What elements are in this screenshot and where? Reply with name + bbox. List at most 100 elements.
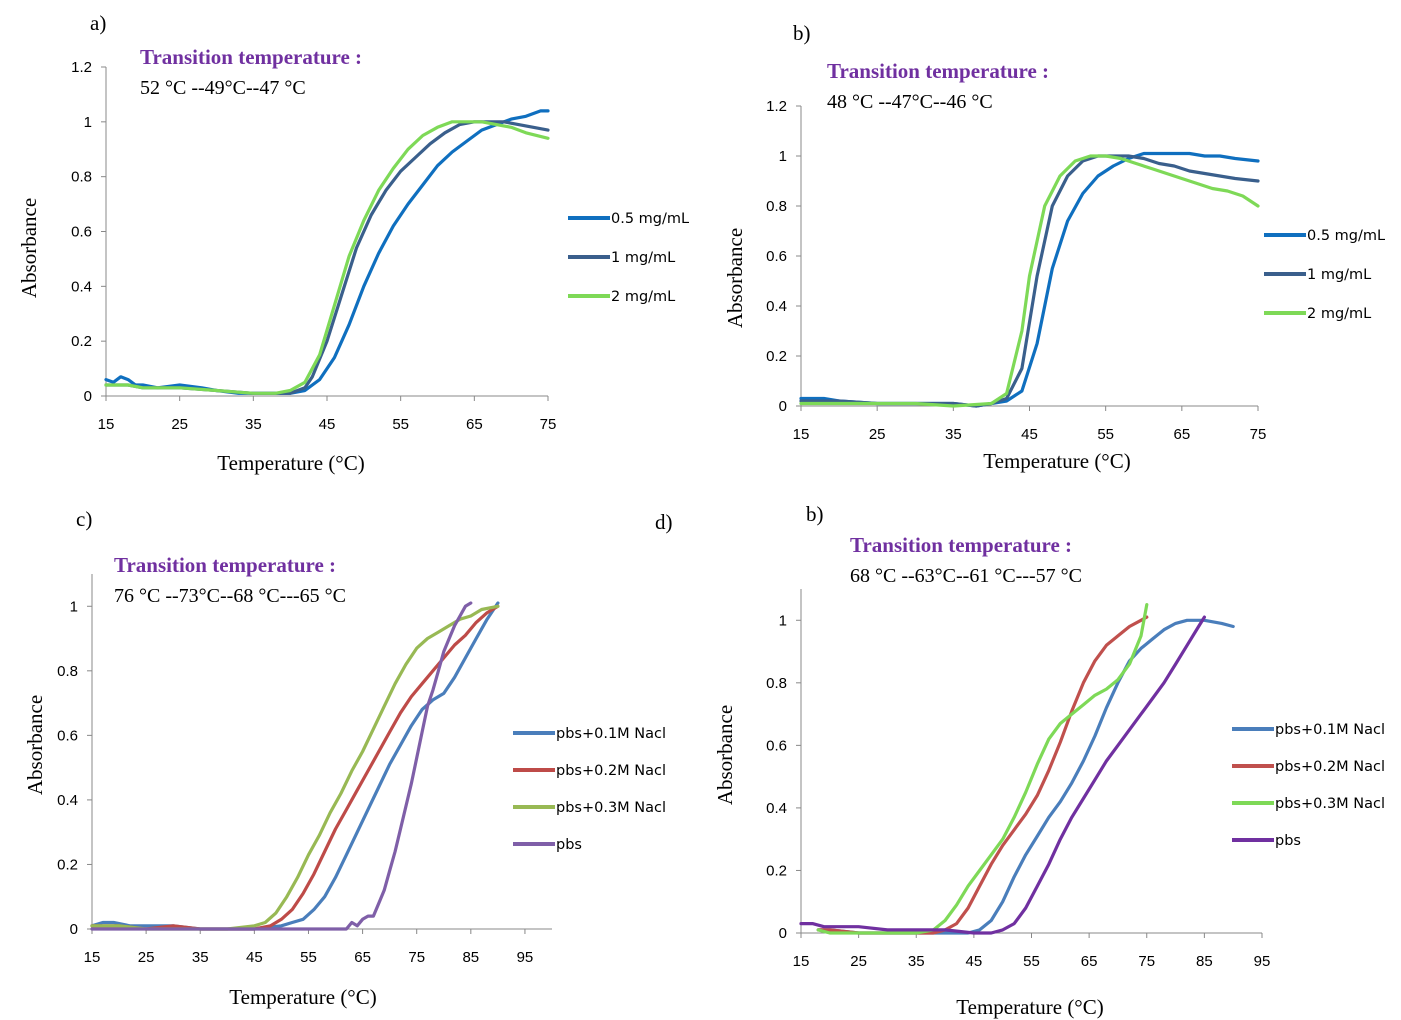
series-line	[799, 154, 1260, 408]
y-axis-title: Absorbance	[23, 695, 47, 795]
x-tick-label: 55	[300, 949, 317, 966]
y-axis-title: Absorbance	[17, 198, 41, 298]
legend-entry: 2 mg/mL	[1307, 306, 1371, 322]
x-tick-label: 35	[908, 953, 925, 970]
x-tick-label: 45	[1021, 426, 1038, 443]
chart-subtitle: 48 °C --47°C--46 °C	[827, 91, 993, 113]
y-tick-label: 0.2	[766, 862, 787, 879]
x-tick-label: 75	[408, 949, 425, 966]
series-line	[799, 154, 1260, 408]
series-line	[104, 120, 550, 395]
y-axis-title: Absorbance	[713, 705, 737, 805]
chart-subtitle: 68 °C --63°C--61 °C---57 °C	[850, 565, 1082, 587]
y-tick-label: 0.2	[57, 856, 78, 873]
y-tick-label: 0.8	[71, 169, 92, 186]
series-line	[816, 603, 1149, 935]
chart-title: Transition temperature :	[140, 45, 362, 69]
x-tick-label: 75	[1138, 953, 1155, 970]
legend-entry: pbs+0.1M Nacl	[1275, 722, 1385, 738]
x-tick-label: 35	[245, 416, 262, 433]
y-tick-label: 0.4	[57, 792, 78, 809]
series-line	[90, 604, 500, 931]
x-tick-label: 25	[869, 426, 886, 443]
x-tick-label: 65	[466, 416, 483, 433]
y-tick-label: 0.8	[766, 198, 787, 215]
x-tick-label: 75	[540, 416, 557, 433]
x-tick-label: 35	[192, 949, 209, 966]
legend-entry: 1 mg/mL	[1307, 267, 1371, 283]
y-axis-title: Absorbance	[723, 228, 747, 328]
x-tick-label: 85	[1196, 953, 1213, 970]
x-tick-label: 15	[84, 949, 101, 966]
legend-entry: pbs	[556, 837, 582, 853]
y-tick-label: 0.8	[766, 675, 787, 692]
y-tick-label: 1	[84, 114, 92, 131]
x-tick-label: 65	[1173, 426, 1190, 443]
x-tick-label: 35	[945, 426, 962, 443]
y-tick-label: 0.6	[766, 737, 787, 754]
x-tick-label: 65	[1081, 953, 1098, 970]
legend-entry: pbs+0.2M Nacl	[556, 763, 666, 779]
legend-entry: 2 mg/mL	[611, 289, 675, 305]
y-tick-label: 0.4	[766, 800, 787, 817]
series-line	[104, 109, 550, 395]
y-tick-label: 0.4	[71, 278, 92, 295]
x-tick-label: 15	[98, 416, 115, 433]
y-tick-label: 0.2	[766, 348, 787, 365]
legend-entry: pbs+0.2M Nacl	[1275, 759, 1385, 775]
x-tick-label: 55	[1097, 426, 1114, 443]
x-tick-label: 95	[1254, 953, 1271, 970]
y-tick-label: 0	[84, 388, 92, 405]
chart-title: Transition temperature :	[827, 59, 1049, 83]
series-line	[799, 615, 1206, 935]
chart-title: Transition temperature :	[850, 533, 1072, 557]
chart-panel-c: c) Transition temperature : 76 °C --73°C--…	[23, 507, 666, 1009]
y-tick-label: 0	[779, 398, 787, 415]
y-tick-label: 1	[779, 148, 787, 165]
y-tick-label: 0	[779, 925, 787, 942]
series-line	[816, 618, 1235, 935]
x-axis-title: Temperature (°C)	[983, 449, 1130, 473]
legend-entry: pbs	[1275, 833, 1301, 849]
panel-label: c)	[76, 507, 92, 531]
x-tick-label: 75	[1250, 426, 1267, 443]
chart-panel-d: d) b) Transition temperature : 68 °C --63°C…	[655, 502, 1385, 1019]
series-line	[90, 601, 473, 931]
legend-entry: pbs+0.3M Nacl	[1275, 796, 1385, 812]
x-tick-label: 85	[462, 949, 479, 966]
chart-subtitle: 76 °C --73°C--68 °C---65 °C	[114, 585, 346, 607]
y-tick-label: 0.6	[57, 727, 78, 744]
x-tick-label: 15	[793, 953, 810, 970]
y-tick-label: 0	[70, 921, 78, 938]
chart-subtitle: 52 °C --49°C--47 °C	[140, 77, 306, 99]
y-tick-label: 0.4	[766, 298, 787, 315]
panel-label: a)	[90, 11, 106, 35]
x-tick-label: 45	[319, 416, 336, 433]
x-tick-label: 25	[850, 953, 867, 970]
panel-label-upper: b)	[806, 502, 824, 526]
x-tick-label: 55	[1023, 953, 1040, 970]
legend-entry: 1 mg/mL	[611, 250, 675, 266]
y-tick-label: 0.2	[71, 333, 92, 350]
x-axis-title: Temperature (°C)	[229, 985, 376, 1009]
x-tick-label: 65	[354, 949, 371, 966]
x-axis-title: Temperature (°C)	[217, 451, 364, 475]
x-tick-label: 25	[138, 949, 155, 966]
x-tick-label: 25	[171, 416, 188, 433]
series-line	[104, 120, 550, 395]
panel-label: b)	[793, 21, 811, 45]
legend-entry: 0.5 mg/mL	[1307, 228, 1385, 244]
y-tick-label: 1.2	[766, 98, 787, 115]
y-tick-label: 1	[779, 612, 787, 629]
chart-panel-a: a) Transition temperature : 52 °C --49°C--…	[17, 11, 689, 475]
x-tick-label: 15	[793, 426, 810, 443]
x-tick-label: 45	[246, 949, 263, 966]
panel-label: d)	[655, 510, 673, 534]
y-tick-label: 1.2	[71, 59, 92, 76]
chart-title: Transition temperature :	[114, 553, 336, 577]
y-tick-label: 1	[70, 598, 78, 615]
legend-entry: 0.5 mg/mL	[611, 211, 689, 227]
legend-entry: pbs+0.1M Nacl	[556, 726, 666, 742]
y-tick-label: 0.6	[71, 224, 92, 241]
